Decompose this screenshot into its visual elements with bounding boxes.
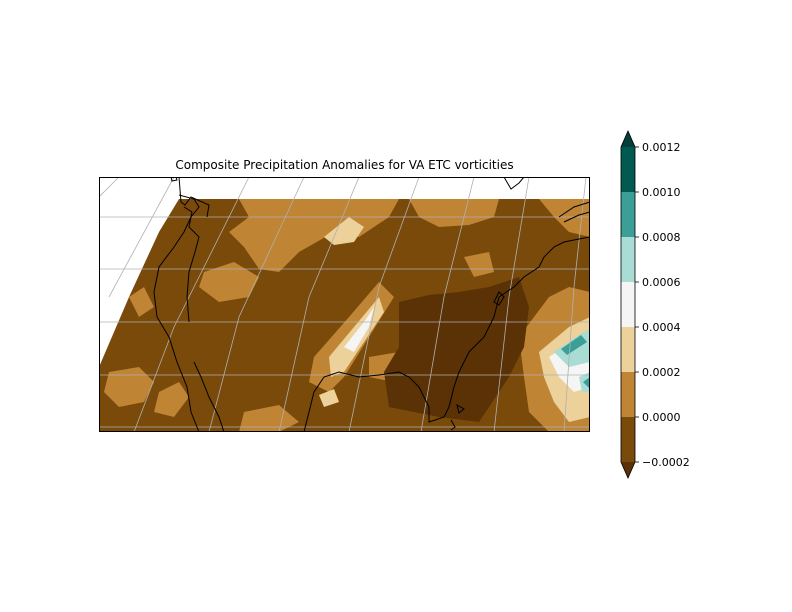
colorbar-svg: 0.0012 0.0010 0.0008 0.0006 0.0004 0.000… — [620, 130, 690, 479]
colorbar-bin-0004-0006 — [621, 282, 635, 327]
colorbar: 0.0012 0.0010 0.0008 0.0006 0.0004 0.000… — [600, 128, 720, 480]
colorbar-bin-m0002-0000 — [621, 417, 635, 462]
precip-field — [99, 199, 590, 432]
coastlines — [153, 177, 590, 432]
field-level-under — [384, 277, 529, 422]
colorbar-tick-label: 0.0006 — [642, 276, 681, 289]
colorbar-tick-label: 0.0002 — [642, 366, 681, 379]
colorbar-bin-0006-0008 — [621, 237, 635, 282]
colorbar-bin-0008-0010 — [621, 192, 635, 237]
plot-title: Composite Precipitation Anomalies for VA… — [175, 158, 514, 172]
colorbar-bin-0010-0012 — [621, 147, 635, 192]
colorbar-bin-0000-0002 — [621, 372, 635, 417]
colorbar-bin-0002-0004 — [621, 327, 635, 372]
colorbar-tick-label: 0.0012 — [642, 141, 681, 154]
colorbar-tick-label: −0.0002 — [642, 456, 690, 469]
colorbar-tick-label: 0.0000 — [642, 411, 681, 424]
colorbar-ticks — [635, 146, 639, 463]
colorbar-extend-over — [621, 131, 635, 147]
field-level-0008-0010 — [561, 335, 590, 389]
colorbar-tick-label: 0.0008 — [642, 231, 681, 244]
colorbar-tick-label: 0.0010 — [642, 186, 681, 199]
map-panel — [99, 177, 590, 432]
map-svg — [99, 177, 590, 432]
gridlines — [99, 177, 590, 432]
colorbar-extend-under — [621, 462, 635, 478]
colorbar-tick-label: 0.0004 — [642, 321, 681, 334]
